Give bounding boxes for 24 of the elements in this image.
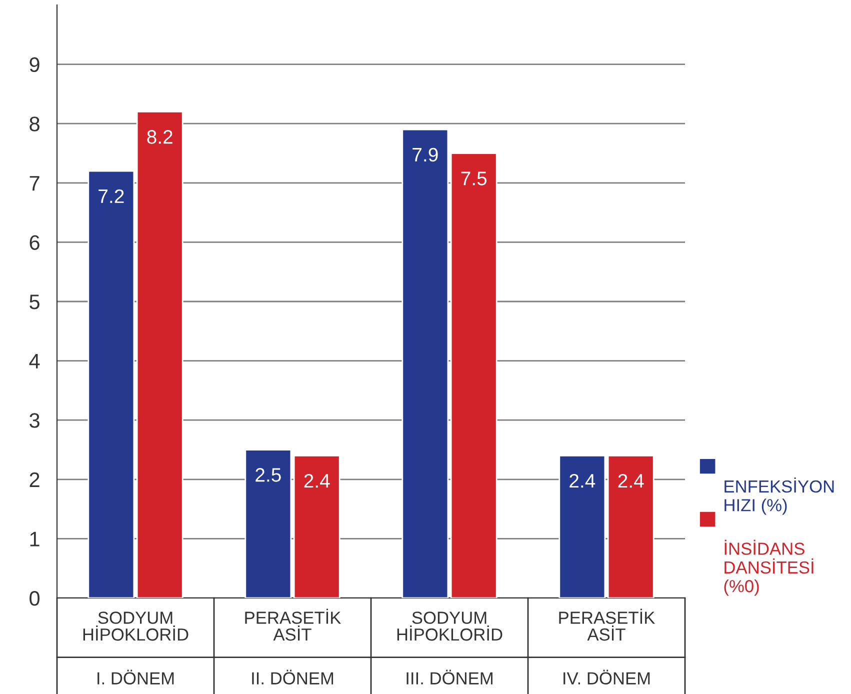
category-label: SODYUM HİPOKLORİD I. DÖNEM [83, 612, 188, 684]
category-label: PERASETİK ASİT II. DÖNEM [245, 608, 342, 684]
legend-label: İNSİDANS DANSİTESİ (%0) [724, 540, 814, 596]
data-label: 7.5 [461, 172, 487, 186]
y-tick-label: 4 [29, 354, 40, 368]
category-label: SODYUM HİPOKLORİD III. DÖNEM [397, 612, 502, 684]
y-tick-label: 2 [30, 472, 40, 487]
y-tick-label: 7 [30, 176, 40, 190]
y-tick-label: 9 [30, 57, 40, 72]
data-label: 2.4 [304, 474, 330, 488]
data-label: 7.2 [98, 189, 124, 203]
category-label: PERASETİK ASİT IV. DÖNEM [559, 608, 656, 684]
y-tick-label: 3 [30, 413, 40, 428]
y-tick-label: 1 [30, 532, 40, 546]
data-label: 2.4 [570, 474, 596, 488]
data-label: 7.9 [412, 148, 438, 162]
y-tick-label: 8 [30, 116, 40, 132]
y-tick-label: 5 [30, 294, 40, 310]
legend-label: ENFEKSİYON HIZI (%) [724, 477, 834, 515]
data-label: 2.4 [618, 474, 644, 488]
data-label: 8.2 [147, 130, 172, 144]
y-tick-label: 0 [30, 591, 40, 606]
data-label: 2.5 [256, 468, 281, 482]
y-tick-label: 6 [30, 235, 40, 250]
